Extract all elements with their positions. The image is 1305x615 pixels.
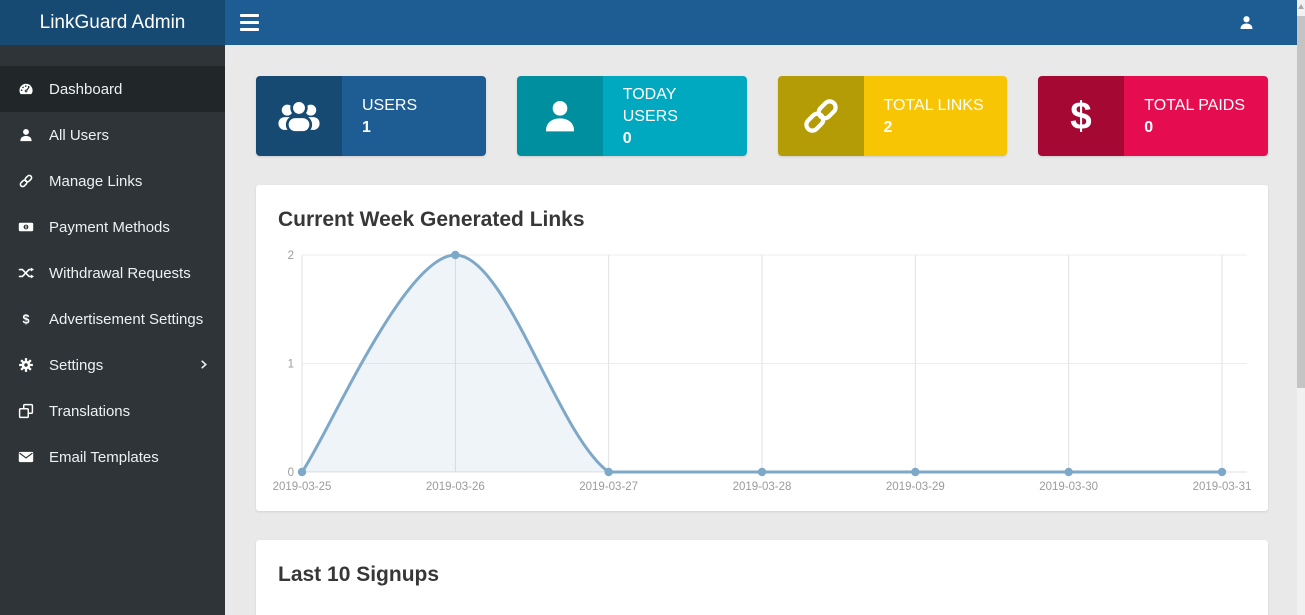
sidebar-item-withdrawal-requests[interactable]: Withdrawal Requests: [0, 250, 225, 296]
sidebar-item-label: Settings: [49, 356, 104, 374]
users-group-icon: [256, 76, 342, 156]
sidebar-item-payment-methods[interactable]: Payment Methods: [0, 204, 225, 250]
stat-card-users[interactable]: USERS 1: [256, 76, 486, 156]
svg-text:2: 2: [288, 250, 294, 262]
chevron-right-icon: [198, 357, 209, 374]
stat-card-label: TOTAL PAIDS: [1144, 96, 1246, 114]
stat-cards-row: USERS 1 TODAY USERS 0: [256, 76, 1268, 156]
stat-card-value: 1: [362, 119, 371, 137]
link-icon: [777, 76, 864, 156]
svg-text:$: $: [22, 312, 29, 326]
svg-text:1: 1: [288, 359, 294, 371]
sidebar-item-label: Advertisement Settings: [49, 310, 204, 328]
stat-card-today-users[interactable]: TODAY USERS 0: [516, 76, 747, 156]
stat-card-total-paids[interactable]: $ TOTAL PAIDS 0: [1038, 76, 1268, 156]
sidebar-item-settings[interactable]: Settings: [0, 342, 225, 388]
weekly-links-panel: Current Week Generated Links 0 1 2 2019-03-…: [256, 185, 1268, 511]
sidebar-item-label: All Users: [49, 126, 110, 144]
stat-card-label: TOTAL LINKS: [883, 96, 984, 114]
dollar-icon: $: [1038, 76, 1125, 156]
sidebar-item-label: Manage Links: [49, 172, 143, 190]
last-signups-title: Last 10 Signups: [278, 563, 440, 586]
sidebar-item-email-templates[interactable]: Email Templates: [0, 434, 225, 480]
shuffle-icon: [17, 264, 35, 282]
weekly-links-chart: 0 1 2 2019-03-25 2019-03-26 2019-03-27 2019-03…: [273, 250, 1252, 493]
svg-text:2019-03-27: 2019-03-27: [579, 481, 638, 493]
sidebar-item-advertisement-settings[interactable]: $ Advertisement Settings: [0, 296, 225, 342]
sidebar: Dashboard All Users Manage Links: [0, 45, 225, 615]
stat-card-value: 0: [1144, 119, 1154, 137]
app-brand[interactable]: LinkGuard Admin: [0, 0, 225, 45]
sidebar-item-translations[interactable]: Translations: [0, 388, 225, 434]
svg-text:$: $: [1071, 95, 1092, 138]
stat-card-value: 0: [622, 130, 632, 148]
tachometer-icon: [17, 80, 35, 98]
svg-text:2019-03-25: 2019-03-25: [273, 481, 332, 493]
user-menu-icon[interactable]: [1238, 14, 1255, 31]
user-icon: [516, 76, 603, 156]
scrollbar-thumb[interactable]: [1297, 16, 1305, 388]
link-icon: [17, 172, 35, 190]
hamburger-icon[interactable]: [240, 13, 262, 32]
last-signups-panel: Last 10 Signups: [256, 540, 1268, 615]
main-content: USERS 1 TODAY USERS 0: [225, 45, 1305, 615]
svg-text:0: 0: [288, 467, 294, 479]
topbar: LinkGuard Admin: [0, 0, 1305, 45]
sidebar-item-label: Dashboard: [49, 80, 123, 98]
sidebar-item-label: Translations: [49, 402, 131, 420]
user-icon: [17, 126, 35, 144]
svg-text:2019-03-26: 2019-03-26: [426, 481, 485, 493]
sidebar-item-all-users[interactable]: All Users: [0, 112, 225, 158]
svg-text:2019-03-30: 2019-03-30: [1039, 481, 1098, 493]
stat-card-total-links[interactable]: TOTAL LINKS 2: [777, 76, 1008, 156]
vertical-scrollbar[interactable]: [1297, 0, 1305, 615]
sidebar-item-label: Email Templates: [49, 448, 159, 466]
svg-text:2019-03-28: 2019-03-28: [733, 481, 792, 493]
clone-icon: [17, 402, 35, 420]
sidebar-item-label: Payment Methods: [49, 218, 170, 236]
sidebar-item-label: Withdrawal Requests: [49, 264, 191, 282]
dollar-icon: $: [17, 310, 35, 328]
stat-card-label: TODAY USERS: [622, 85, 678, 125]
stat-card-label: USERS: [362, 96, 418, 114]
svg-text:2019-03-31: 2019-03-31: [1193, 481, 1252, 493]
gear-icon: [17, 356, 35, 374]
sidebar-item-dashboard[interactable]: Dashboard: [0, 66, 225, 112]
envelope-icon: [17, 448, 35, 466]
weekly-links-title: Current Week Generated Links: [278, 208, 585, 231]
sidebar-item-manage-links[interactable]: Manage Links: [0, 158, 225, 204]
svg-text:2019-03-29: 2019-03-29: [886, 481, 945, 493]
money-bill-icon: [17, 218, 35, 236]
stat-card-value: 2: [883, 119, 893, 137]
scrollbar-up-arrow-icon[interactable]: [1298, 4, 1304, 9]
app-brand-label: LinkGuard Admin: [39, 11, 186, 33]
